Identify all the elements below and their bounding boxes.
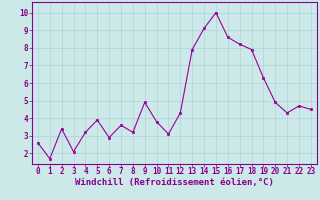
- X-axis label: Windchill (Refroidissement éolien,°C): Windchill (Refroidissement éolien,°C): [75, 178, 274, 187]
